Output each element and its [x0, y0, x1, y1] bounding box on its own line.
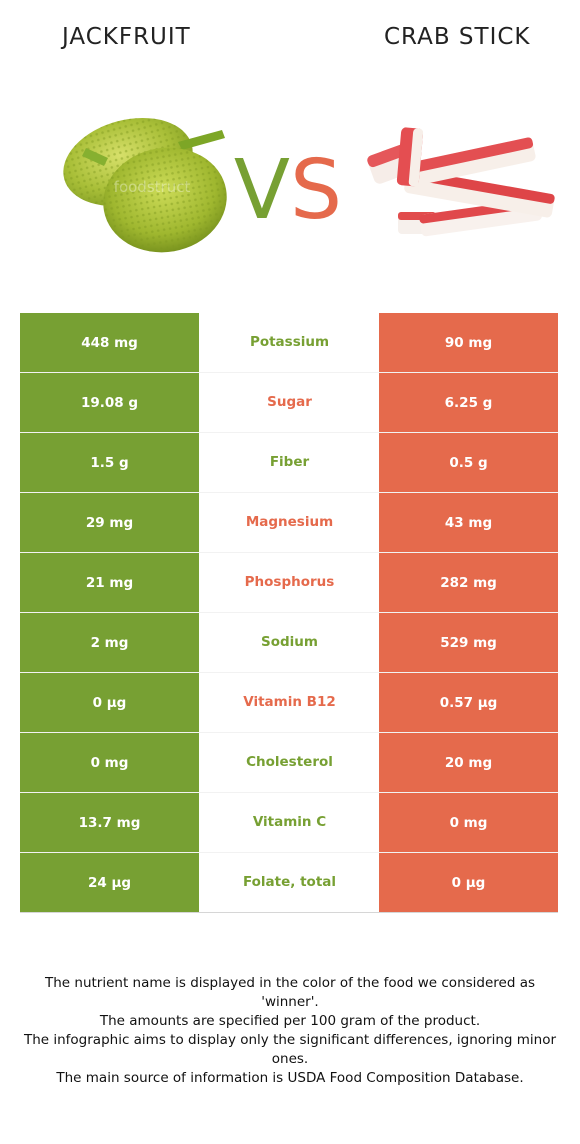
right-value: 0.57 µg: [379, 673, 558, 732]
left-value: 19.08 g: [20, 373, 200, 432]
nutrient-name: Sugar: [200, 373, 379, 432]
left-value: 24 µg: [20, 853, 200, 912]
watermark-text: foodstruct: [114, 178, 191, 196]
left-value: 0 µg: [20, 673, 200, 732]
footnote-line: The infographic aims to display only the…: [23, 1032, 557, 1067]
nutrient-name: Potassium: [200, 313, 379, 372]
right-value: 0.5 g: [379, 433, 558, 492]
right-value: 43 mg: [379, 493, 558, 552]
footnote: The nutrient name is displayed in the co…: [18, 974, 562, 1088]
nutrient-comparison-table: 448 mg Potassium 90 mg 19.08 g Sugar 6.25 g 1.…: [20, 313, 558, 913]
left-value: 13.7 mg: [20, 793, 200, 852]
table-row: 19.08 g Sugar 6.25 g: [20, 373, 558, 433]
table-row: 0 mg Cholesterol 20 mg: [20, 733, 558, 793]
nutrient-name: Cholesterol: [200, 733, 379, 792]
nutrient-name: Magnesium: [200, 493, 379, 552]
left-value: 2 mg: [20, 613, 200, 672]
table-row: 0 µg Vitamin B12 0.57 µg: [20, 673, 558, 733]
nutrient-name: Fiber: [200, 433, 379, 492]
nutrient-name: Folate, total: [200, 853, 379, 912]
right-value: 90 mg: [379, 313, 558, 372]
right-food-title: CRAB STICK: [384, 24, 531, 50]
footnote-line: The main source of information is USDA F…: [56, 1070, 524, 1086]
nutrient-name: Sodium: [200, 613, 379, 672]
crab-stick-image: [367, 127, 555, 237]
table-row: 21 mg Phosphorus 282 mg: [20, 553, 558, 613]
right-value: 0 mg: [379, 793, 558, 852]
right-value: 0 µg: [379, 853, 558, 912]
right-value: 6.25 g: [379, 373, 558, 432]
table-row: 1.5 g Fiber 0.5 g: [20, 433, 558, 493]
nutrient-name: Phosphorus: [200, 553, 379, 612]
footnote-line: The nutrient name is displayed in the co…: [44, 975, 536, 1010]
left-value: 1.5 g: [20, 433, 200, 492]
right-value: 20 mg: [379, 733, 558, 792]
left-value: 21 mg: [20, 553, 200, 612]
table-row: 24 µg Folate, total 0 µg: [20, 853, 558, 913]
table-row: 448 mg Potassium 90 mg: [20, 313, 558, 373]
left-value: 0 mg: [20, 733, 200, 792]
table-row: 2 mg Sodium 529 mg: [20, 613, 558, 673]
vs-label: VS: [234, 143, 342, 238]
right-value: 529 mg: [379, 613, 558, 672]
left-food-title: JACKFRUIT: [62, 24, 191, 50]
left-value: 29 mg: [20, 493, 200, 552]
left-value: 448 mg: [20, 313, 200, 372]
nutrient-name: Vitamin B12: [200, 673, 379, 732]
footnote-line: The amounts are specified per 100 gram o…: [99, 1013, 481, 1029]
right-value: 282 mg: [379, 553, 558, 612]
jackfruit-image: [63, 117, 227, 253]
hero-illustration: foodstruct VS: [63, 117, 555, 253]
table-row: 29 mg Magnesium 43 mg: [20, 493, 558, 553]
nutrient-name: Vitamin C: [200, 793, 379, 852]
